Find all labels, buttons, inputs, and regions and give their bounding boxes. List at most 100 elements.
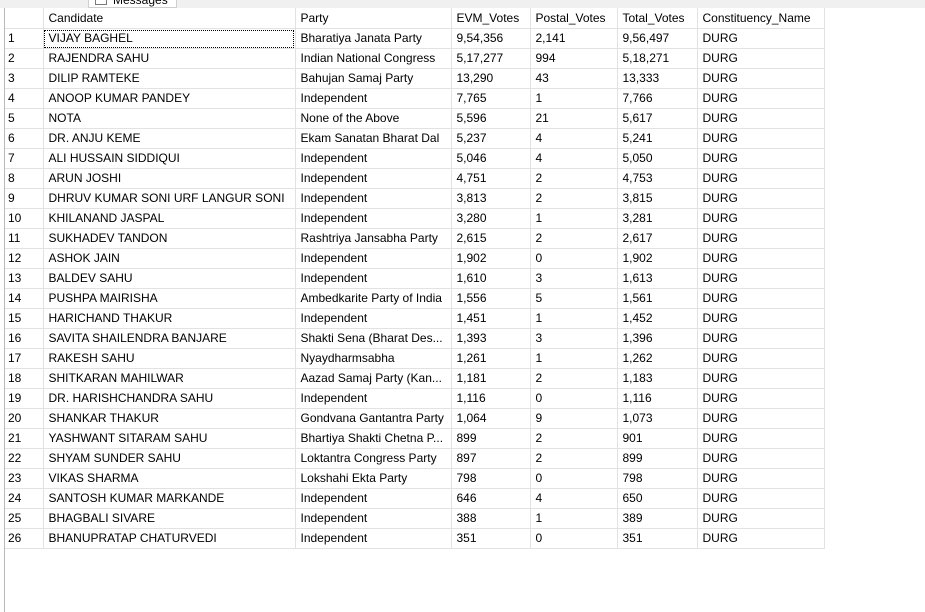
cell-party[interactable]: Independent: [295, 508, 452, 529]
cell-candidate[interactable]: RAKESH SAHU: [43, 348, 296, 369]
table-row[interactable]: 22 SHYAM SUNDER SAHU Loktantra Congress Pa…: [5, 448, 825, 469]
cell-postal-votes[interactable]: 2: [530, 428, 618, 449]
cell-total-votes[interactable]: 798: [617, 468, 698, 489]
cell-party[interactable]: Independent: [295, 308, 452, 329]
row-number[interactable]: 2: [5, 48, 44, 69]
cell-postal-votes[interactable]: 3: [530, 328, 618, 349]
cell-candidate[interactable]: SHYAM SUNDER SAHU: [43, 448, 296, 469]
cell-total-votes[interactable]: 13,333: [617, 68, 698, 89]
cell-total-votes[interactable]: 1,561: [617, 288, 698, 309]
cell-party[interactable]: Independent: [295, 88, 452, 109]
cell-constituency-name[interactable]: DURG: [697, 188, 825, 209]
table-row[interactable]: 16 SAVITA SHAILENDRA BANJARE Shakti Sena (…: [5, 328, 825, 349]
row-number[interactable]: 12: [5, 248, 44, 269]
cell-candidate[interactable]: ALI HUSSAIN SIDDIQUI: [43, 148, 296, 169]
table-row[interactable]: 3 DILIP RAMTEKE Bahujan Samaj Party 13,290 4…: [5, 68, 825, 89]
cell-evm-votes[interactable]: 1,064: [451, 408, 531, 429]
table-row[interactable]: 7 ALI HUSSAIN SIDDIQUI Independent 5,046 4 5,…: [5, 148, 825, 169]
cell-evm-votes[interactable]: 1,181: [451, 368, 531, 389]
table-row[interactable]: 4 ANOOP KUMAR PANDEY Independent 7,765 1 7,76…: [5, 88, 825, 109]
column-header-candidate[interactable]: Candidate: [43, 8, 296, 29]
cell-postal-votes[interactable]: 1: [530, 308, 618, 329]
table-row[interactable]: 14 PUSHPA MAIRISHA Ambedkarite Party of In…: [5, 288, 825, 309]
row-number-header[interactable]: [5, 8, 44, 29]
cell-total-votes[interactable]: 1,073: [617, 408, 698, 429]
table-row[interactable]: 2 RAJENDRA SAHU Indian National Congress 5,…: [5, 48, 825, 69]
cell-total-votes[interactable]: 2,617: [617, 228, 698, 249]
cell-postal-votes[interactable]: 5: [530, 288, 618, 309]
cell-total-votes[interactable]: 1,902: [617, 248, 698, 269]
row-number[interactable]: 20: [5, 408, 44, 429]
cell-candidate[interactable]: SANTOSH KUMAR MARKANDE: [43, 488, 296, 509]
cell-constituency-name[interactable]: DURG: [697, 328, 825, 349]
row-number[interactable]: 8: [5, 168, 44, 189]
row-number[interactable]: 16: [5, 328, 44, 349]
column-header-party[interactable]: Party: [295, 8, 452, 29]
cell-constituency-name[interactable]: DURG: [697, 268, 825, 289]
cell-evm-votes[interactable]: 2,615: [451, 228, 531, 249]
cell-party[interactable]: Independent: [295, 188, 452, 209]
cell-postal-votes[interactable]: 21: [530, 108, 618, 129]
cell-total-votes[interactable]: 351: [617, 528, 698, 549]
cell-candidate[interactable]: PUSHPA MAIRISHA: [43, 288, 296, 309]
cell-evm-votes[interactable]: 5,596: [451, 108, 531, 129]
cell-candidate[interactable]: HARICHAND THAKUR: [43, 308, 296, 329]
row-number[interactable]: 23: [5, 468, 44, 489]
cell-postal-votes[interactable]: 1: [530, 88, 618, 109]
cell-party[interactable]: Shakti Sena (Bharat Des...: [295, 328, 452, 349]
row-number[interactable]: 24: [5, 488, 44, 509]
tab-messages[interactable]: Messages: [88, 0, 177, 8]
cell-total-votes[interactable]: 3,815: [617, 188, 698, 209]
cell-total-votes[interactable]: 901: [617, 428, 698, 449]
cell-party[interactable]: Gondvana Gantantra Party: [295, 408, 452, 429]
cell-total-votes[interactable]: 1,452: [617, 308, 698, 329]
cell-total-votes[interactable]: 1,396: [617, 328, 698, 349]
cell-postal-votes[interactable]: 4: [530, 488, 618, 509]
cell-constituency-name[interactable]: DURG: [697, 368, 825, 389]
cell-party[interactable]: Ambedkarite Party of India: [295, 288, 452, 309]
cell-candidate[interactable]: SAVITA SHAILENDRA BANJARE: [43, 328, 296, 349]
table-row[interactable]: 1 VIJAY BAGHEL Bharatiya Janata Party 9,54,…: [5, 28, 825, 49]
cell-postal-votes[interactable]: 0: [530, 248, 618, 269]
row-number[interactable]: 15: [5, 308, 44, 329]
cell-evm-votes[interactable]: 1,610: [451, 268, 531, 289]
cell-candidate[interactable]: ASHOK JAIN: [43, 248, 296, 269]
table-row[interactable]: 18 SHITKARAN MAHILWAR Aazad Samaj Party (K…: [5, 368, 825, 389]
cell-constituency-name[interactable]: DURG: [697, 148, 825, 169]
cell-candidate[interactable]: RAJENDRA SAHU: [43, 48, 296, 69]
cell-evm-votes[interactable]: 13,290: [451, 68, 531, 89]
cell-constituency-name[interactable]: DURG: [697, 48, 825, 69]
cell-total-votes[interactable]: 389: [617, 508, 698, 529]
cell-postal-votes[interactable]: 1: [530, 208, 618, 229]
row-number[interactable]: 18: [5, 368, 44, 389]
cell-candidate[interactable]: DHRUV KUMAR SONI URF LANGUR SONI: [43, 188, 296, 209]
cell-postal-votes[interactable]: 1: [530, 348, 618, 369]
cell-candidate[interactable]: ARUN JOSHI: [43, 168, 296, 189]
table-row[interactable]: 20 SHANKAR THAKUR Gondvana Gantantra Party…: [5, 408, 825, 429]
cell-constituency-name[interactable]: DURG: [697, 68, 825, 89]
cell-constituency-name[interactable]: DURG: [697, 508, 825, 529]
cell-evm-votes[interactable]: 5,17,277: [451, 48, 531, 69]
cell-constituency-name[interactable]: DURG: [697, 388, 825, 409]
cell-candidate[interactable]: ANOOP KUMAR PANDEY: [43, 88, 296, 109]
cell-candidate[interactable]: VIJAY BAGHEL: [43, 28, 296, 49]
table-row[interactable]: 19 DR. HARISHCHANDRA SAHU Independent 1,116…: [5, 388, 825, 409]
cell-evm-votes[interactable]: 9,54,356: [451, 28, 531, 49]
table-row[interactable]: 26 BHANUPRATAP CHATURVEDI Independent 351 0 3…: [5, 528, 825, 549]
cell-candidate[interactable]: NOTA: [43, 108, 296, 129]
cell-candidate[interactable]: DR. HARISHCHANDRA SAHU: [43, 388, 296, 409]
row-number[interactable]: 4: [5, 88, 44, 109]
cell-postal-votes[interactable]: 0: [530, 388, 618, 409]
cell-party[interactable]: Independent: [295, 268, 452, 289]
cell-evm-votes[interactable]: 897: [451, 448, 531, 469]
row-number[interactable]: 5: [5, 108, 44, 129]
cell-party[interactable]: Indian National Congress: [295, 48, 452, 69]
row-number[interactable]: 7: [5, 148, 44, 169]
cell-constituency-name[interactable]: DURG: [697, 528, 825, 549]
cell-constituency-name[interactable]: DURG: [697, 28, 825, 49]
cell-total-votes[interactable]: 7,766: [617, 88, 698, 109]
cell-total-votes[interactable]: 1,183: [617, 368, 698, 389]
cell-party[interactable]: Rashtriya Jansabha Party: [295, 228, 452, 249]
cell-evm-votes[interactable]: 1,261: [451, 348, 531, 369]
cell-evm-votes[interactable]: 1,393: [451, 328, 531, 349]
